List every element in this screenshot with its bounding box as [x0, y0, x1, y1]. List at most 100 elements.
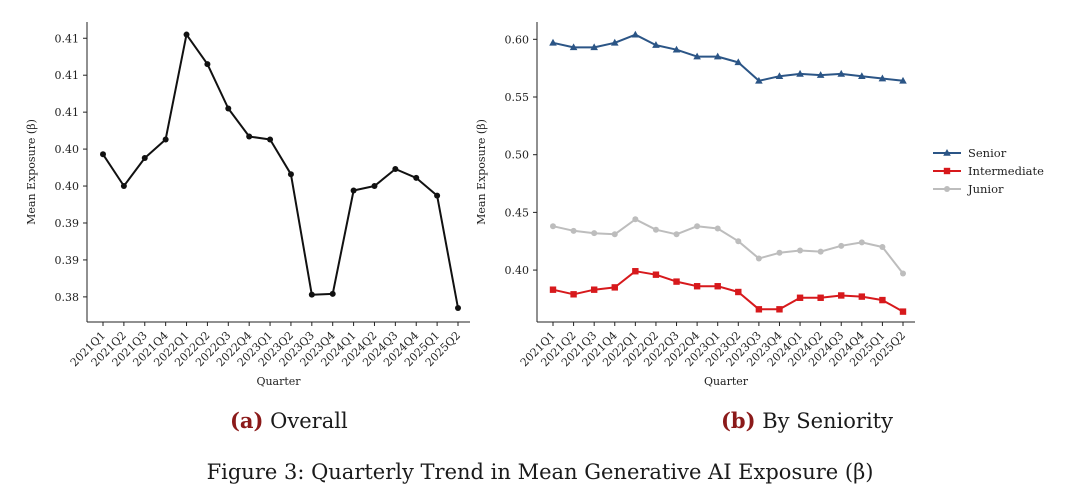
- y-tick-label: 0.50: [505, 149, 530, 162]
- data-point: [694, 223, 701, 230]
- data-point: [225, 105, 232, 112]
- data-point: [329, 290, 336, 297]
- data-point: [611, 284, 618, 291]
- data-point: [776, 249, 783, 256]
- data-point: [652, 41, 660, 48]
- data-point: [631, 30, 640, 38]
- data-point: [350, 187, 357, 194]
- data-point: [797, 247, 804, 254]
- data-point: [413, 174, 420, 181]
- legend-label: Junior: [967, 182, 1004, 196]
- data-point: [120, 183, 127, 190]
- data-point: [879, 296, 886, 304]
- data-point: [455, 304, 461, 311]
- data-point: [246, 133, 253, 140]
- y-tick-label: 0.39: [55, 217, 80, 230]
- data-point: [755, 255, 762, 262]
- data-point: [673, 231, 680, 238]
- data-point: [308, 291, 315, 298]
- data-point: [550, 223, 556, 230]
- data-point: [652, 271, 660, 278]
- data-point: [652, 226, 659, 233]
- subfigure-label-a: (a) Overall: [230, 408, 348, 433]
- data-point: [371, 183, 378, 190]
- data-point: [392, 166, 399, 173]
- data-point: [858, 293, 866, 300]
- subfigure-label-b: (b) By Seniority: [721, 408, 893, 433]
- data-point: [838, 292, 845, 299]
- data-point: [610, 38, 619, 46]
- data-point: [590, 43, 598, 51]
- y-tick-label: 0.40: [55, 143, 80, 156]
- y-tick-label: 0.45: [505, 206, 530, 219]
- data-point: [100, 151, 106, 158]
- data-point: [434, 192, 441, 199]
- data-point: [879, 244, 886, 250]
- series-line-intermediate: [552, 270, 904, 313]
- data-point: [878, 74, 887, 82]
- figure-caption: Figure 3: Quarterly Trend in Mean Genera…: [206, 460, 874, 484]
- data-point: [837, 69, 846, 77]
- subfigure-tag-a: (a): [230, 408, 264, 433]
- data-point: [735, 238, 742, 245]
- data-point: [714, 225, 721, 232]
- x-axis-label: Quarter: [704, 375, 749, 388]
- data-point: [900, 270, 906, 277]
- data-point: [755, 306, 763, 313]
- data-point: [632, 268, 639, 275]
- chart-by-seniority: 0.400.450.500.550.602021Q12021Q22021Q320…: [475, 22, 915, 388]
- data-point: [838, 242, 845, 249]
- legend-marker: [944, 186, 950, 192]
- legend: Senior Intermediate Junior: [933, 146, 1044, 196]
- data-point: [776, 306, 783, 313]
- data-point: [817, 294, 824, 301]
- data-point: [287, 171, 294, 178]
- data-point: [899, 76, 907, 84]
- data-point: [858, 239, 865, 246]
- data-point: [549, 286, 557, 293]
- y-tick-label: 0.40: [505, 264, 530, 277]
- data-point: [672, 45, 681, 53]
- y-tick-label: 0.60: [505, 33, 530, 46]
- data-point: [735, 288, 742, 296]
- data-point: [714, 283, 721, 290]
- data-point: [632, 216, 639, 223]
- series-line-overall: [102, 33, 459, 309]
- data-point: [611, 231, 618, 238]
- y-tick-label: 0.40: [55, 180, 80, 193]
- data-point: [569, 43, 578, 51]
- data-point: [734, 58, 743, 66]
- data-point: [755, 76, 763, 84]
- y-tick-label: 0.41: [55, 69, 80, 82]
- subfigure-title-a: Overall: [270, 409, 348, 433]
- data-point: [693, 52, 701, 60]
- x-axis-label: Quarter: [256, 375, 301, 388]
- y-axis-label: Mean Exposure (β): [475, 119, 488, 225]
- y-tick-label: 0.39: [55, 254, 80, 267]
- y-tick-label: 0.41: [55, 32, 80, 45]
- data-point: [673, 278, 680, 285]
- subfigure-tag-b: (b): [721, 408, 756, 433]
- legend-label: Intermediate: [968, 164, 1044, 178]
- data-point: [570, 291, 577, 298]
- y-tick-label: 0.55: [505, 91, 530, 104]
- data-point: [817, 248, 824, 255]
- legend-marker: [943, 167, 951, 175]
- data-point: [141, 154, 148, 161]
- legend-marker: [943, 149, 951, 156]
- data-point: [693, 283, 701, 290]
- data-point: [590, 286, 598, 293]
- subfigure-title-b: By Seniority: [762, 409, 893, 433]
- data-point: [204, 61, 211, 68]
- data-point: [899, 308, 907, 315]
- data-point: [267, 136, 274, 143]
- y-tick-label: 0.38: [55, 291, 80, 304]
- legend-label: Senior: [968, 146, 1007, 160]
- data-point: [796, 294, 804, 301]
- data-point: [775, 72, 784, 80]
- data-point: [162, 136, 169, 143]
- data-point: [549, 38, 557, 46]
- series-line-junior: [552, 218, 904, 275]
- y-axis-label: Mean Exposure (β): [25, 119, 38, 225]
